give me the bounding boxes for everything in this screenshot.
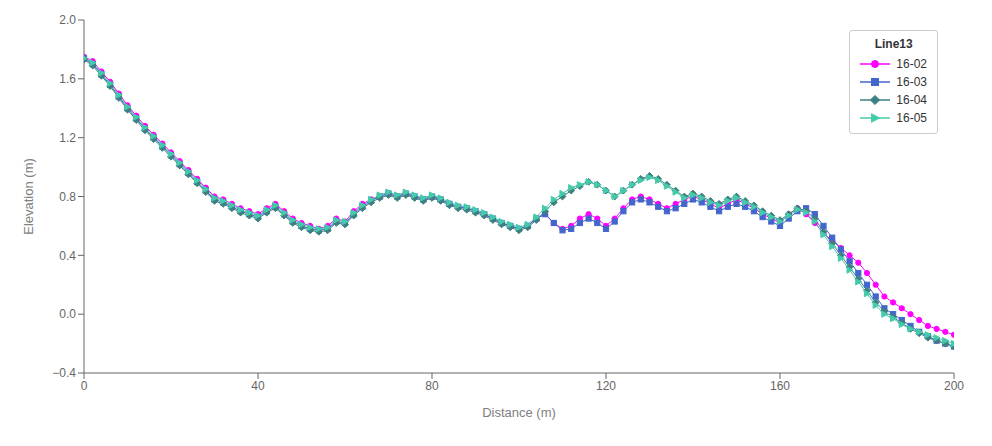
html-text:16-05: 16-05 (896, 111, 927, 125)
svg-text:0.0: 0.0 (59, 307, 76, 321)
svg-text:80: 80 (425, 379, 439, 393)
svg-text:0.4: 0.4 (59, 249, 76, 263)
html-text:Line13: Line13 (874, 37, 913, 51)
svg-text:120: 120 (596, 379, 616, 393)
svg-text:0: 0 (81, 379, 88, 393)
svg-text:Elevation (m): Elevation (m) (21, 158, 36, 235)
svg-text:160: 160 (770, 379, 790, 393)
svg-text:Distance (m): Distance (m) (482, 405, 556, 420)
html-text:16-04: 16-04 (896, 93, 927, 107)
svg-text:40: 40 (251, 379, 265, 393)
svg-text:0.8: 0.8 (59, 190, 76, 204)
svg-text:2.0: 2.0 (59, 13, 76, 27)
svg-text:1.6: 1.6 (59, 72, 76, 86)
html-text:16-03: 16-03 (896, 75, 927, 89)
svg-text:1.2: 1.2 (59, 131, 76, 145)
svg-text:−0.4: −0.4 (52, 366, 76, 380)
html-text:16-02: 16-02 (896, 57, 927, 71)
svg-text:200: 200 (944, 379, 964, 393)
